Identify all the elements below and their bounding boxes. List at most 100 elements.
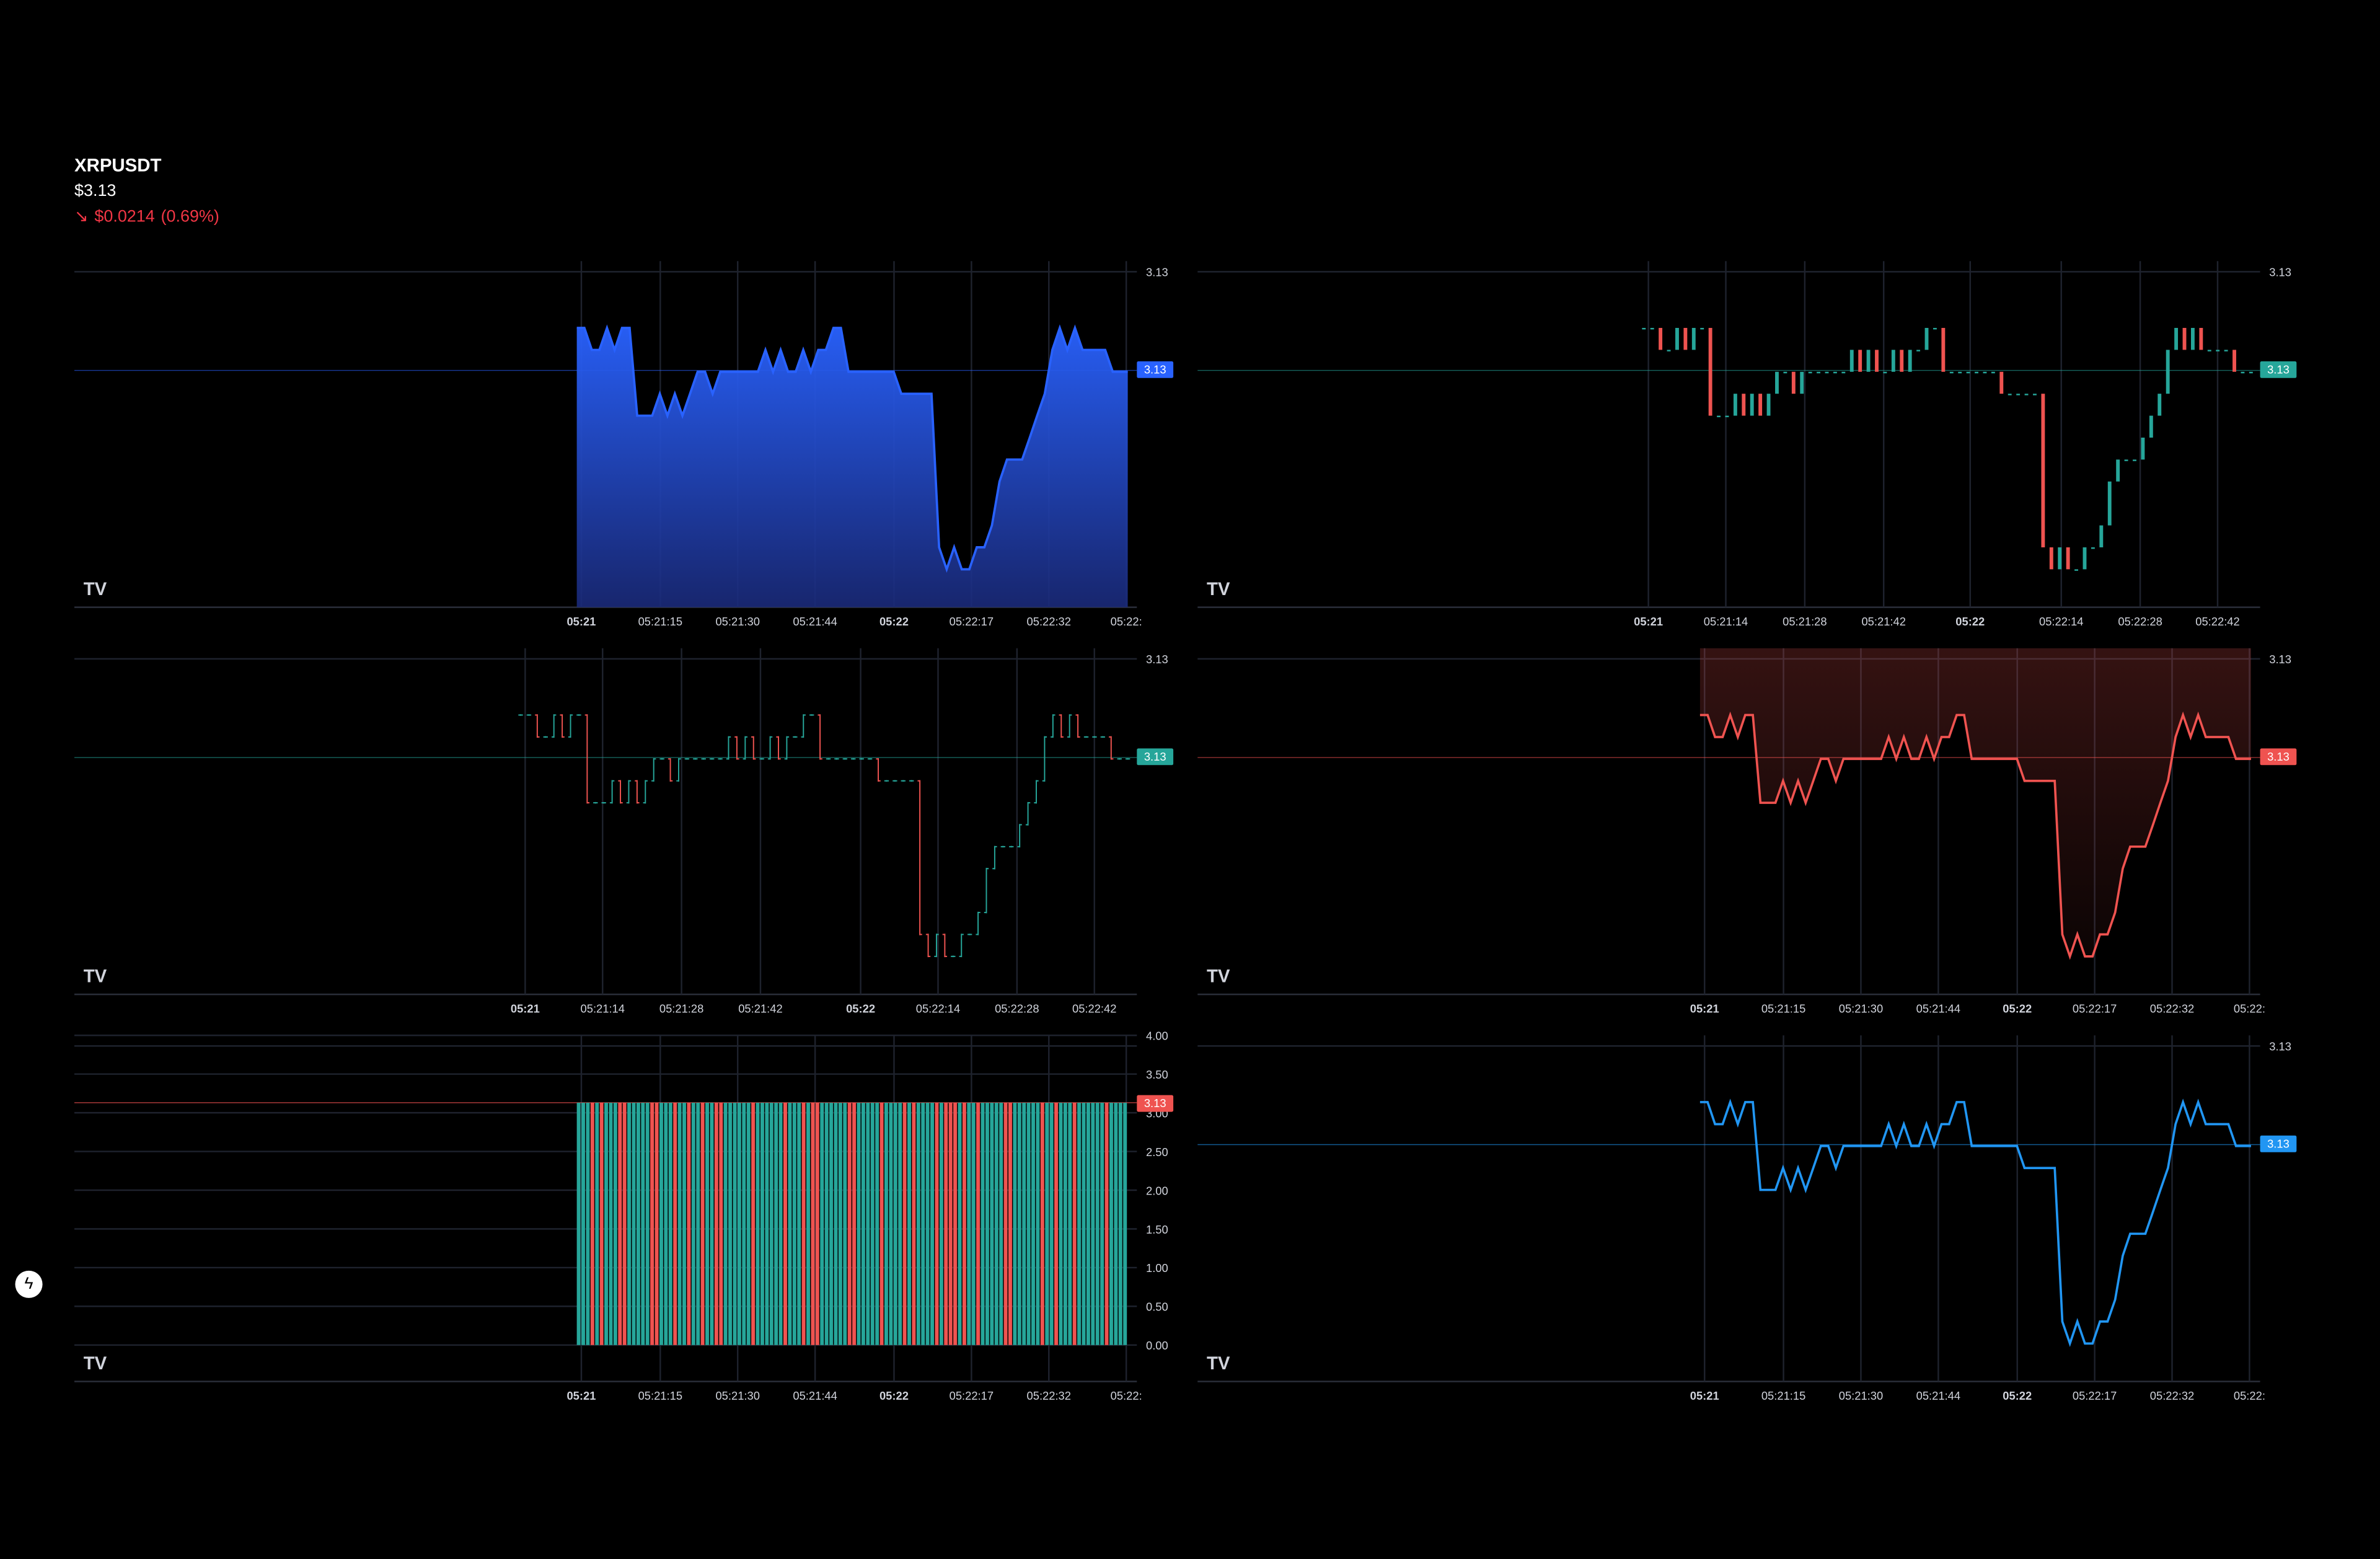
chart-svg: 05:21 05:21:14 05:21:28 05:21:42 05:22 05:22:… [74,648,1174,1015]
volume-bar [889,1102,893,1345]
price-change: ↘ $0.0214 (0.69%) [74,205,226,231]
time-tick-label: 05:22 [2003,1389,2032,1402]
volume-bar [912,1102,916,1345]
volume-bar [870,1102,875,1345]
volume-bar [1026,1102,1031,1345]
lightning-icon[interactable]: ϟ [15,1270,43,1298]
area-chart-blue[interactable]: 05:21 05:21:15 05:21:30 05:21:44 05:22 05:22:… [74,261,1174,632]
candle [2224,350,2228,351]
volume-bar [990,1102,994,1345]
volume-bar [746,1102,751,1345]
volume-bar [815,1102,819,1345]
candle [1916,350,1921,351]
candle [1841,371,1846,374]
price-tick-label: 3.13 [2269,1040,2291,1053]
candle [1667,350,1671,351]
price-tick-label: 3.13 [2269,653,2291,666]
volume-bar [778,1102,783,1345]
candle [2190,327,2195,350]
price-badge-label: 3.13 [1144,750,1166,763]
volume-bar [916,1102,920,1345]
volume-bar [659,1102,663,1345]
volume-bar [792,1102,796,1345]
volume-bar [1114,1102,1118,1345]
time-tick-label: 05:21:14 [581,1002,625,1015]
time-tick-label: 05:22 [2003,1002,2032,1015]
price-badge [1137,361,1174,378]
time-tick-label: 05:21:44 [1916,1389,1960,1402]
candle [2082,547,2087,570]
time-tick-label: 05:22:32 [2150,1389,2194,1402]
line-chart-blue[interactable]: 05:21 05:21:15 05:21:30 05:21:44 05:22 05:22:… [1197,1035,2297,1406]
volume-bar [668,1102,672,1345]
volume-bar [958,1102,962,1345]
volume-bar [811,1102,815,1345]
volume-bar [1054,1102,1059,1345]
area-chart-red[interactable]: 05:21 05:21:15 05:21:30 05:21:44 05:22 05:22:… [1197,648,2297,1019]
chart-svg: 05:21 05:21:15 05:21:30 05:21:44 05:22 05:22:… [74,261,1174,628]
time-tick-label: 05:22:32 [1027,615,1071,628]
time-tick-label: 05:22:17 [950,615,994,628]
value-tick-label: 0.00 [1146,1339,1168,1352]
volume-bar [834,1102,838,1345]
time-tick-label: 05:22 [846,1002,875,1015]
candle [1875,350,1879,372]
volume-bar [1049,1102,1054,1345]
volume-bar [866,1102,870,1345]
time-tick-label: 05:21:42 [1861,615,1905,628]
candle [1725,415,1729,418]
time-tick-label: 05:22:14 [2039,615,2083,628]
volume-bar [847,1102,852,1345]
volume-bar [944,1102,948,1345]
volume-bar [962,1102,966,1345]
time-tick-label: 05:21:14 [1704,615,1748,628]
candle [1825,371,1829,374]
volume-bar [609,1102,613,1345]
volume-bar [921,1102,925,1345]
price-badge-label: 3.13 [1144,1097,1166,1110]
value-tick-label: 2.50 [1146,1146,1168,1159]
volume-bar [1022,1102,1026,1345]
candlestick-chart[interactable]: 05:21 05:21:14 05:21:28 05:21:42 05:22 05:22:… [1197,261,2297,632]
volume-bar [879,1102,884,1345]
volume-bar [1059,1102,1063,1345]
candle [2066,547,2070,570]
volume-bar [1036,1102,1040,1345]
candle [1908,350,1912,372]
volume-bar [1063,1102,1067,1345]
candle [2107,481,2112,526]
volume-bar [1040,1102,1044,1345]
volume-bar [1100,1102,1104,1345]
volume-histogram[interactable]: 05:21 05:21:15 05:21:30 05:21:44 05:22 05:22:… [74,1030,1174,1406]
time-tick-label: 05:21:28 [1783,615,1827,628]
candle [1642,327,1646,330]
volume-bar [976,1102,981,1345]
volume-bar [861,1102,865,1345]
time-tick-label: 05:21:15 [1761,1389,1805,1402]
time-tick-label: 05:21:30 [715,615,759,628]
candle [2124,459,2128,461]
candle [2099,525,2104,547]
value-tick-label: 2.00 [1146,1184,1168,1197]
candle [2091,547,2095,549]
candle [2024,394,2029,395]
volume-bar [604,1102,609,1345]
volume-bar [843,1102,847,1345]
candle [1999,371,2004,394]
chart-svg: 05:21 05:21:15 05:21:30 05:21:44 05:22 05:22:… [1197,648,2297,1015]
price-tick-label: 3.13 [2269,266,2291,279]
time-tick-label: 05:21 [566,615,596,628]
volume-bar [756,1102,760,1345]
volume-bar [765,1102,769,1345]
time-tick-label: 05:22:17 [950,1389,994,1402]
volume-bar [985,1102,989,1345]
volume-bar [714,1102,718,1345]
series-line [1699,1098,2251,1348]
volume-bar [595,1102,599,1345]
bar-chart-ohlc[interactable]: 05:21 05:21:14 05:21:28 05:21:42 05:22 05:22:… [74,648,1174,1019]
candle [2174,327,2179,350]
candle [1966,371,1970,374]
volume-bar [677,1102,682,1345]
time-tick-label: 05:21 [1634,615,1663,628]
volume-bar [801,1102,806,1345]
